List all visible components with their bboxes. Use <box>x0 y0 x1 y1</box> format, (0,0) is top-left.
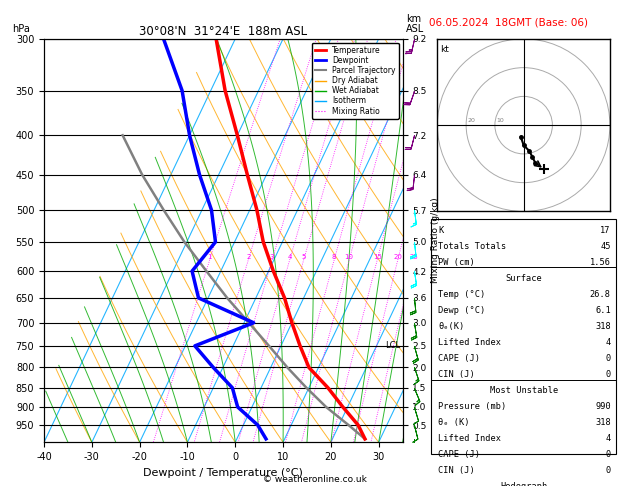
Text: hPa: hPa <box>13 24 30 34</box>
Text: Totals Totals: Totals Totals <box>438 242 506 251</box>
Text: 0: 0 <box>606 466 611 475</box>
Text: 318: 318 <box>595 322 611 331</box>
Title: 30°08'N  31°24'E  188m ASL: 30°08'N 31°24'E 188m ASL <box>139 25 308 38</box>
Text: CAPE (J): CAPE (J) <box>438 354 481 363</box>
Text: CIN (J): CIN (J) <box>438 370 475 379</box>
Text: 20: 20 <box>467 118 476 123</box>
Text: 1: 1 <box>208 254 212 260</box>
Text: 45: 45 <box>600 242 611 251</box>
Text: 4: 4 <box>606 338 611 347</box>
Text: 0: 0 <box>606 354 611 363</box>
Text: © weatheronline.co.uk: © weatheronline.co.uk <box>262 474 367 484</box>
Text: 4: 4 <box>287 254 292 260</box>
X-axis label: Dewpoint / Temperature (°C): Dewpoint / Temperature (°C) <box>143 468 303 478</box>
Text: 10: 10 <box>345 254 353 260</box>
Text: θₑ (K): θₑ (K) <box>438 418 470 427</box>
Text: CIN (J): CIN (J) <box>438 466 475 475</box>
Text: θₑ(K): θₑ(K) <box>438 322 465 331</box>
Text: Hodograph: Hodograph <box>500 482 547 486</box>
Text: 5: 5 <box>301 254 306 260</box>
Text: km
ASL: km ASL <box>406 14 424 34</box>
Text: 26.8: 26.8 <box>590 290 611 299</box>
Text: 20: 20 <box>393 254 403 260</box>
Text: 15: 15 <box>373 254 382 260</box>
Text: Most Unstable: Most Unstable <box>489 386 558 395</box>
Text: Dewp (°C): Dewp (°C) <box>438 306 486 315</box>
Text: 0: 0 <box>606 450 611 459</box>
Text: 3: 3 <box>270 254 274 260</box>
Text: 06.05.2024  18GMT (Base: 06): 06.05.2024 18GMT (Base: 06) <box>429 17 588 27</box>
Text: Mixing Ratio (g/kg): Mixing Ratio (g/kg) <box>431 198 440 283</box>
Text: Temp (°C): Temp (°C) <box>438 290 486 299</box>
Text: kt: kt <box>440 45 449 53</box>
Text: 8: 8 <box>332 254 337 260</box>
Text: 25: 25 <box>409 254 418 260</box>
Text: 17: 17 <box>600 226 611 235</box>
Text: 6.1: 6.1 <box>595 306 611 315</box>
Text: Surface: Surface <box>505 274 542 283</box>
Text: 318: 318 <box>595 418 611 427</box>
Text: Pressure (mb): Pressure (mb) <box>438 402 506 411</box>
Text: 0: 0 <box>606 370 611 379</box>
Text: 1.56: 1.56 <box>590 258 611 267</box>
Text: LCL: LCL <box>385 341 400 350</box>
Text: PW (cm): PW (cm) <box>438 258 475 267</box>
Text: 10: 10 <box>496 118 504 123</box>
Text: 4: 4 <box>606 434 611 443</box>
Text: Lifted Index: Lifted Index <box>438 338 501 347</box>
Text: Lifted Index: Lifted Index <box>438 434 501 443</box>
Text: K: K <box>438 226 443 235</box>
Text: CAPE (J): CAPE (J) <box>438 450 481 459</box>
Text: 990: 990 <box>595 402 611 411</box>
Legend: Temperature, Dewpoint, Parcel Trajectory, Dry Adiabat, Wet Adiabat, Isotherm, Mi: Temperature, Dewpoint, Parcel Trajectory… <box>311 43 399 119</box>
Text: 2: 2 <box>246 254 250 260</box>
